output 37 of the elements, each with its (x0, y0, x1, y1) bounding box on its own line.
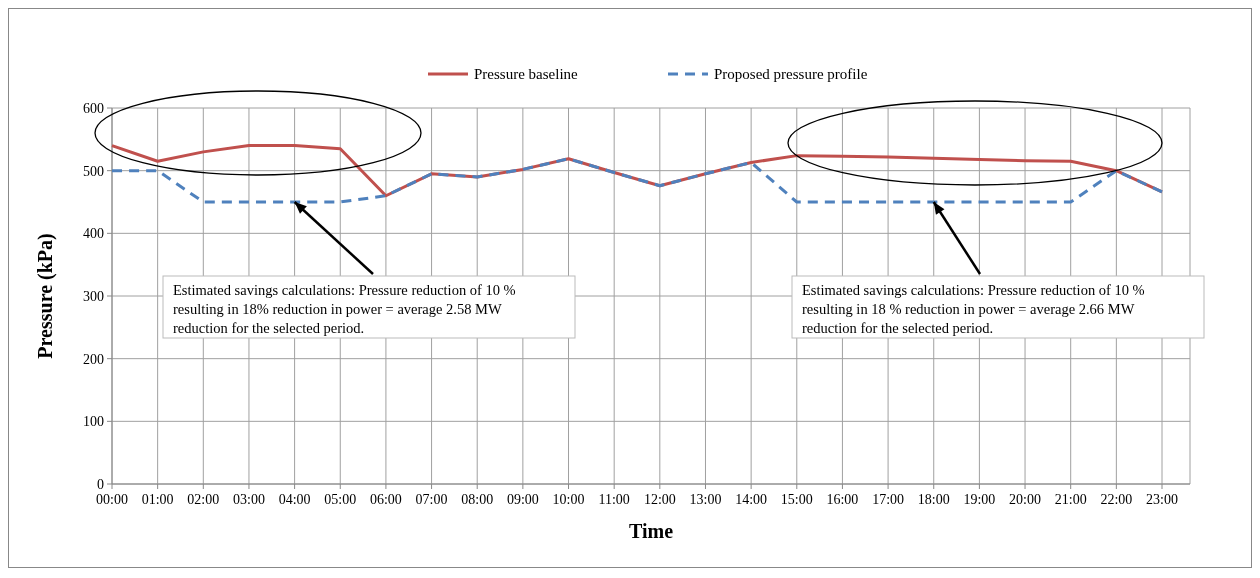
x-tick-label: 00:00 (96, 492, 128, 507)
y-tick-label: 400 (83, 226, 104, 242)
y-axis-title: Pressure (kPa) (34, 233, 57, 359)
x-tick-label: 01:00 (141, 492, 174, 507)
x-tick-label: 22:00 (1100, 492, 1133, 507)
x-tick-label: 02:00 (187, 492, 220, 507)
y-tick-label: 100 (83, 414, 104, 430)
x-tick-label: 13:00 (689, 492, 722, 507)
x-tick-label: 08:00 (461, 492, 494, 507)
x-tick-label: 14:00 (735, 492, 768, 507)
y-tick-label: 600 (83, 100, 104, 116)
x-tick-label: 18:00 (917, 492, 950, 507)
x-tick-label: 16:00 (826, 492, 859, 507)
x-tick-label: 09:00 (506, 492, 539, 507)
x-tick-label: 12:00 (643, 492, 676, 507)
x-tick-label: 03:00 (233, 492, 265, 507)
x-tick-label: 05:00 (324, 492, 357, 507)
legend-label: Proposed pressure profile (714, 66, 868, 83)
y-tick-label: 200 (83, 351, 104, 367)
x-tick-label: 06:00 (369, 492, 402, 507)
y-tick-label: 500 (83, 163, 104, 179)
x-tick-label: 21:00 (1054, 492, 1087, 507)
x-tick-label: 17:00 (872, 492, 905, 507)
y-tick-label: 0 (97, 476, 104, 492)
x-tick-label: 15:00 (780, 492, 813, 507)
y-tick-label: 300 (83, 288, 104, 304)
x-tick-label: 10:00 (552, 492, 585, 507)
x-tick-label: 23:00 (1146, 492, 1178, 507)
x-tick-label: 11:00 (598, 492, 630, 507)
x-tick-label: 20:00 (1009, 492, 1041, 507)
annotation: Estimated savings calculations: Pressure reduction of 10 % resulting in 18% reduction in power = average 2.58 MW reduction for the selected period. (173, 282, 516, 336)
x-axis-title: Time (628, 520, 674, 542)
x-tick-label: 19:00 (963, 492, 996, 507)
x-tick-label: 04:00 (278, 492, 311, 507)
annotation: Estimated savings calculations: Pressure reduction of 10 % resulting in 18 % reduction in power = average 2.66 MW reduction for the selected period. (802, 282, 1145, 336)
legend-label: Pressure baseline (474, 66, 579, 83)
x-tick-label: 07:00 (415, 492, 448, 507)
